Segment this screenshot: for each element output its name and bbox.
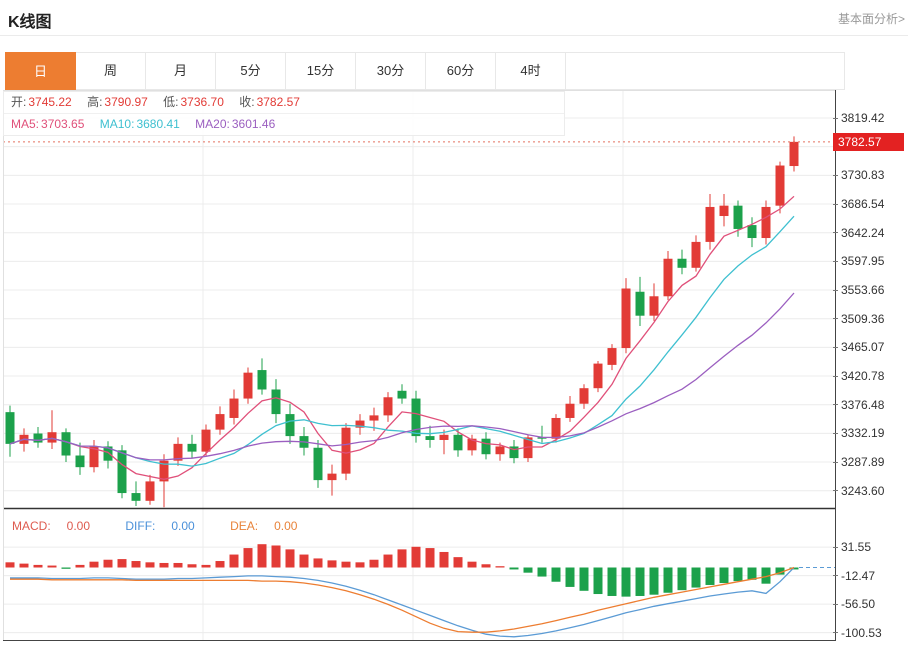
y-axis-tickmark xyxy=(833,175,838,176)
low-label: 低: xyxy=(163,95,179,109)
ma10-label: MA10: xyxy=(99,117,135,131)
ma-row: MA5: 3703.65 MA10: 3680.41 MA20: 3601.46 xyxy=(4,114,564,135)
y-axis-tickmark xyxy=(833,404,838,405)
y-axis-label: 3642.24 xyxy=(841,225,885,240)
y-axis-label: 3597.95 xyxy=(841,254,885,269)
page-title: K线图 xyxy=(8,14,52,31)
ma20-value: 3601.46 xyxy=(231,117,276,131)
last-price-tag: 3782.57 xyxy=(833,132,904,151)
y-axis-label: 3730.83 xyxy=(841,168,885,183)
diff-value: DIFF: 0.00 xyxy=(125,519,195,533)
high-label: 高: xyxy=(87,95,103,109)
y-axis-tickmark xyxy=(833,347,838,348)
y-axis-label: 31.55 xyxy=(841,540,872,555)
y-axis-label: 3509.36 xyxy=(841,311,885,326)
y-axis-label: 3287.89 xyxy=(841,455,885,470)
topbar: K线图 基本面分析> xyxy=(0,0,908,36)
ma5-label: MA5: xyxy=(11,117,40,131)
tab-4时[interactable]: 4时 xyxy=(496,53,566,89)
y-axis-label: 3686.54 xyxy=(841,197,885,211)
close-value: 3782.57 xyxy=(256,95,300,109)
high-value: 3790.97 xyxy=(104,95,148,109)
y-axis-tickmark xyxy=(833,376,838,377)
tab-周[interactable]: 周 xyxy=(76,53,146,89)
y-axis-label: -100.53 xyxy=(841,625,882,640)
ma20-label: MA20: xyxy=(195,117,230,131)
y-axis-tickmark xyxy=(833,490,838,491)
kline-chart: 开: 3745.22 高: 3790.97 低: 3736.70 收: 3782.57 … xyxy=(0,90,908,648)
tab-月[interactable]: 月 xyxy=(146,53,216,89)
y-axis-tickmark xyxy=(833,575,838,576)
y-axis-label: 3243.60 xyxy=(841,483,885,498)
y-axis-tickmark xyxy=(833,433,838,434)
y-axis-label: 3553.66 xyxy=(841,283,885,298)
y-axis-label: 3376.48 xyxy=(841,397,885,412)
fundamental-analysis-link[interactable]: 基本面分析> xyxy=(837,12,905,26)
close-label: 收: xyxy=(239,95,255,109)
y-axis-tickmark xyxy=(833,632,838,633)
ma10-value: 3680.41 xyxy=(136,117,180,131)
y-axis-label: 3420.78 xyxy=(841,369,885,384)
ohlc-legend: 开: 3745.22 高: 3790.97 低: 3736.70 收: 3782.57 … xyxy=(3,91,565,136)
open-value: 3745.22 xyxy=(28,95,72,109)
tab-30分[interactable]: 30分 xyxy=(356,53,426,89)
tab-60分[interactable]: 60分 xyxy=(426,53,496,89)
y-axis-label: 3819.42 xyxy=(841,111,885,125)
tab-15分[interactable]: 15分 xyxy=(286,53,356,89)
y-axis-label: -56.50 xyxy=(841,597,876,612)
y-axis-label: 3465.07 xyxy=(841,340,885,355)
ohlc-row: 开: 3745.22 高: 3790.97 低: 3736.70 收: 3782.57 xyxy=(4,92,564,114)
y-axis-label: -12.47 xyxy=(841,568,876,583)
dea-value: DEA: 0.00 xyxy=(230,519,298,533)
low-value: 3736.70 xyxy=(180,95,224,109)
y-axis-tickmark xyxy=(833,232,838,233)
open-label: 开: xyxy=(11,95,27,109)
kline-chart-canvas[interactable] xyxy=(3,90,836,641)
y-axis-label: 3332.19 xyxy=(841,426,885,441)
y-axis-tickmark xyxy=(833,261,838,262)
y-axis-tickmark xyxy=(833,547,838,548)
ma5-value: 3703.65 xyxy=(41,117,85,131)
y-axis-tickmark xyxy=(833,462,838,463)
y-axis-tickmark xyxy=(833,118,838,119)
macd-legend: MACD: 0.00 DIFF: 0.00 DEA: 0.00 xyxy=(12,519,329,533)
y-axis-tickmark xyxy=(833,604,838,605)
y-axis-tickmark xyxy=(833,290,838,291)
tab-5分[interactable]: 5分 xyxy=(216,53,286,89)
macd-value: MACD: 0.00 xyxy=(12,519,91,533)
interval-tabbar: 日周月 5分 15分 30分 60分 4时 xyxy=(5,52,845,92)
y-axis-tickmark xyxy=(833,318,838,319)
tab-日[interactable]: 日 xyxy=(5,52,76,92)
y-axis-tickmark xyxy=(833,204,838,205)
